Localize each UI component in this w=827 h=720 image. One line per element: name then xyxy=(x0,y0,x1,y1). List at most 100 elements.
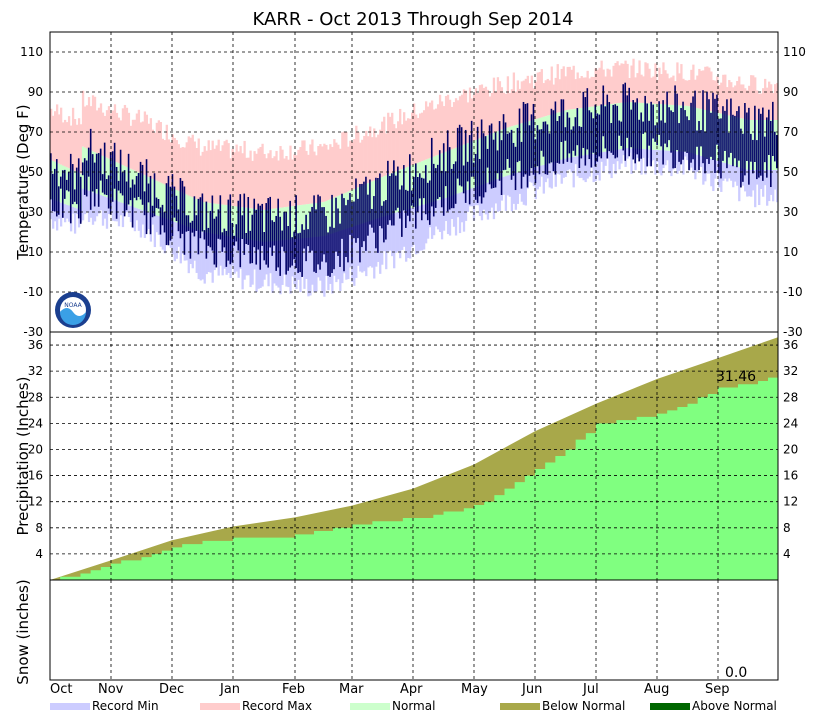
record-max-bar xyxy=(624,60,627,103)
observed-temp-bar xyxy=(588,110,591,160)
observed-temp-bar xyxy=(480,119,483,204)
record-max-bar xyxy=(678,73,681,106)
record-max-bar xyxy=(568,66,571,110)
record-min-bar xyxy=(81,188,85,221)
temperature-axis-label: Temperature (Deg F) xyxy=(14,104,32,260)
observed-temp-bar xyxy=(119,149,122,194)
record-min-bar xyxy=(470,188,474,207)
record-min-bar xyxy=(758,170,761,206)
record-max-bar xyxy=(440,101,444,154)
record-min-bar xyxy=(426,203,430,239)
record-min-bar xyxy=(574,156,577,165)
record-min-bar xyxy=(594,153,597,182)
record-max-bar xyxy=(736,80,739,118)
record-min-bar xyxy=(283,239,286,275)
record-min-bar xyxy=(452,194,456,227)
record-max-bar xyxy=(119,120,123,165)
record-max-bar xyxy=(570,69,573,110)
record-max-bar xyxy=(177,144,180,191)
observed-temp-bar xyxy=(173,186,176,218)
observed-temp-bar xyxy=(680,108,682,165)
record-min-bar xyxy=(612,150,615,164)
record-max-bar xyxy=(584,77,587,108)
observed-temp-bar xyxy=(508,132,511,168)
observed-temp-bar xyxy=(444,171,447,187)
observed-temp-bar xyxy=(139,161,142,200)
record-min-bar xyxy=(686,151,689,161)
normal-range-bar xyxy=(385,175,388,216)
observed-temp-bar xyxy=(257,203,260,250)
normal-range-bar xyxy=(161,183,164,218)
record-max-bar xyxy=(53,111,57,162)
normal-range-bar xyxy=(327,200,330,235)
record-max-bar xyxy=(131,119,135,170)
record-min-bar xyxy=(353,226,356,286)
observed-temp-bar xyxy=(289,200,291,268)
record-max-bar xyxy=(229,158,232,206)
observed-temp-bar xyxy=(600,104,603,159)
record-min-bar xyxy=(444,197,448,222)
record-max-bar xyxy=(405,120,408,168)
record-min-bar xyxy=(514,173,518,210)
observed-temp-bar xyxy=(638,119,640,162)
observed-temp-bar xyxy=(674,85,676,169)
observed-temp-bar xyxy=(197,198,200,255)
record-min-bar xyxy=(85,190,89,213)
record-min-bar xyxy=(133,207,137,232)
record-max-bar xyxy=(518,88,522,124)
record-max-bar xyxy=(159,122,162,183)
record-min-bar xyxy=(209,233,212,273)
observed-temp-bar xyxy=(169,186,172,241)
record-min-bar xyxy=(432,201,436,236)
record-max-bar xyxy=(622,63,625,103)
record-max-bar xyxy=(327,149,330,201)
observed-temp-bar xyxy=(141,164,144,205)
observed-temp-bar xyxy=(397,166,399,208)
observed-temp-bar xyxy=(85,160,88,197)
observed-temp-bar xyxy=(610,123,613,153)
record-max-bar xyxy=(165,124,168,186)
record-min-bar xyxy=(538,166,541,187)
record-max-bar xyxy=(690,69,693,107)
record-min-bar xyxy=(207,232,210,273)
record-min-bar xyxy=(774,170,777,190)
observed-temp-bar xyxy=(105,179,108,196)
record-min-bar xyxy=(221,235,224,276)
record-max-bar xyxy=(181,147,184,193)
precip-tick-label-right: 28 xyxy=(783,390,798,404)
record-min-bar xyxy=(105,197,109,229)
record-max-bar xyxy=(141,121,145,175)
observed-temp-bar xyxy=(355,178,357,243)
record-max-bar xyxy=(393,124,396,173)
record-min-bar xyxy=(199,231,202,281)
observed-temp-bar xyxy=(111,151,114,202)
record-max-bar xyxy=(720,82,723,114)
normal-range-bar xyxy=(299,205,302,239)
record-min-bar xyxy=(203,232,206,284)
observed-temp-bar xyxy=(580,126,583,159)
record-max-bar xyxy=(89,106,93,151)
record-max-bar xyxy=(245,157,248,208)
observed-temp-bar xyxy=(327,232,329,276)
precip-tick-label: 32 xyxy=(28,364,43,378)
observed-temp-bar xyxy=(470,120,473,177)
record-max-bar xyxy=(702,70,705,110)
observed-temp-bar xyxy=(590,112,593,168)
normal-range-bar xyxy=(426,158,430,204)
observed-temp-bar xyxy=(347,199,349,263)
observed-temp-bar xyxy=(494,132,497,188)
observed-temp-bar xyxy=(165,183,168,246)
record-min-bar xyxy=(269,241,272,274)
record-max-bar xyxy=(171,134,174,189)
observed-temp-bar xyxy=(387,160,389,225)
record-max-bar xyxy=(105,110,109,158)
observed-temp-bar xyxy=(61,170,64,218)
record-min-bar xyxy=(648,149,651,167)
record-max-bar xyxy=(129,125,133,169)
observed-temp-bar xyxy=(530,114,533,169)
observed-temp-bar xyxy=(418,173,421,199)
temperature-ticks-right: 110 90 70 50 30 10 -10 -30 xyxy=(783,45,806,339)
record-min-bar xyxy=(652,149,655,161)
observed-temp-bar xyxy=(690,102,692,163)
record-max-bar xyxy=(630,65,633,103)
